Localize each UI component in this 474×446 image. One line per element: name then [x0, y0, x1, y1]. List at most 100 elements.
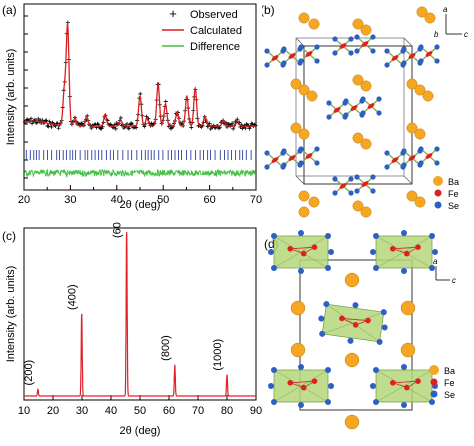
difference-line	[23, 168, 256, 178]
fe-bond	[392, 246, 419, 255]
se-atom	[271, 265, 277, 271]
panel-c: (c) 10 20 30 40 50 60 70 80 90 2θ (deg) Intensity (…	[0, 212, 262, 441]
legend-label: Ba	[448, 177, 459, 187]
panel-d: (d) a c Ba Fe Se	[262, 222, 474, 441]
fe-bond	[290, 246, 315, 255]
se-atom	[401, 46, 407, 52]
fe-atom	[361, 41, 369, 47]
se-atom	[370, 188, 376, 194]
se-atom	[401, 230, 407, 236]
se-atom	[332, 36, 338, 42]
se-atom	[332, 190, 338, 196]
fe-atom	[408, 155, 416, 161]
fese-chain	[332, 174, 376, 196]
se-atom	[328, 383, 334, 389]
x-axis-title: 2θ (deg)	[120, 425, 161, 437]
observed-point	[163, 99, 168, 104]
fese-chain	[384, 44, 440, 68]
x-tick-label: 20	[47, 405, 59, 417]
fe-atom	[311, 244, 318, 250]
se-atom	[298, 230, 304, 236]
ba-atom	[308, 196, 320, 208]
se-atom	[264, 62, 270, 68]
legend-atom-se	[430, 390, 438, 398]
se-atom	[271, 233, 277, 239]
observed-point	[89, 126, 94, 131]
fe-atom	[300, 250, 307, 257]
fese-chain	[264, 44, 320, 68]
se-atom	[373, 233, 379, 239]
ba-atom	[298, 84, 310, 96]
legend-atom-ba	[429, 365, 439, 375]
se-atom	[429, 233, 435, 239]
observed-point	[189, 125, 194, 130]
se-atom	[314, 58, 320, 64]
se-atom	[384, 164, 390, 170]
ba-atom	[400, 300, 416, 316]
panel-label: (b)	[262, 3, 275, 17]
unit-cell-front	[303, 45, 413, 185]
fe-atom	[305, 51, 313, 57]
axis-a-label: a	[433, 257, 438, 266]
se-atom	[271, 367, 277, 373]
xrd-oriented-chart: (c) 10 20 30 40 50 60 70 80 90 2θ (deg) Intensity (…	[2, 212, 262, 437]
x-tick-label: 50	[134, 405, 146, 417]
ba-atom	[360, 138, 372, 150]
unit-cell-edge	[403, 37, 413, 47]
x-tick-label: 50	[157, 194, 169, 206]
se-atom	[432, 249, 438, 255]
se-atom	[298, 160, 304, 166]
se-atom	[370, 249, 376, 255]
se-atom	[401, 402, 407, 408]
se-atom	[360, 110, 366, 116]
se-atom	[264, 48, 270, 54]
ba-atom	[406, 122, 418, 134]
observed-point	[46, 124, 51, 129]
xrd-refinement-chart: (a) 20 30 40 50 60 70 2θ (deg) Intensity (arb. u…	[2, 3, 262, 211]
se-atom	[418, 44, 424, 50]
se-atom	[328, 249, 334, 255]
se-atom	[298, 402, 304, 408]
observed-point	[208, 126, 213, 131]
legend-label: Calculated	[190, 25, 242, 37]
x-tick-label: 60	[203, 194, 215, 206]
se-atom	[318, 315, 325, 322]
x-tick-label: 90	[250, 405, 262, 417]
peak-label: (200)	[23, 360, 35, 386]
ba-atom	[298, 128, 310, 140]
se-atom	[434, 146, 440, 152]
peak-label: (400)	[67, 284, 79, 310]
fese-tetrahedra-block	[370, 364, 438, 408]
se-atom	[384, 62, 390, 68]
se-atom	[298, 44, 304, 50]
se-atom	[314, 44, 320, 50]
x-tick-label: 30	[76, 405, 88, 417]
se-atom	[281, 60, 287, 66]
se-atom	[384, 150, 390, 156]
ba-atom	[414, 84, 426, 96]
se-atom	[418, 146, 424, 152]
se-atom	[281, 148, 287, 154]
se-atom	[352, 302, 359, 309]
x-tick-label: 70	[192, 405, 204, 417]
se-atom	[314, 146, 320, 152]
se-atom	[281, 162, 287, 168]
unit-cell	[299, 259, 413, 411]
ba-atom	[416, 6, 428, 18]
fe-atom	[339, 43, 347, 49]
fese-tetrahedra-block	[268, 230, 334, 274]
tetra-edge	[375, 369, 433, 403]
fe-atom	[311, 378, 318, 384]
se-atom	[323, 301, 330, 308]
observed-point	[49, 124, 54, 129]
observed-point	[56, 126, 61, 131]
fe-atom	[361, 181, 369, 187]
legend-label: Observed	[190, 9, 238, 21]
ba-atom	[344, 272, 360, 288]
legend-label: Ba	[444, 366, 455, 376]
unit-cell-edge	[295, 175, 305, 185]
ba-atom	[298, 190, 310, 202]
se-atom	[429, 399, 435, 405]
fe-atom	[350, 105, 358, 111]
ba-atom	[352, 132, 364, 144]
